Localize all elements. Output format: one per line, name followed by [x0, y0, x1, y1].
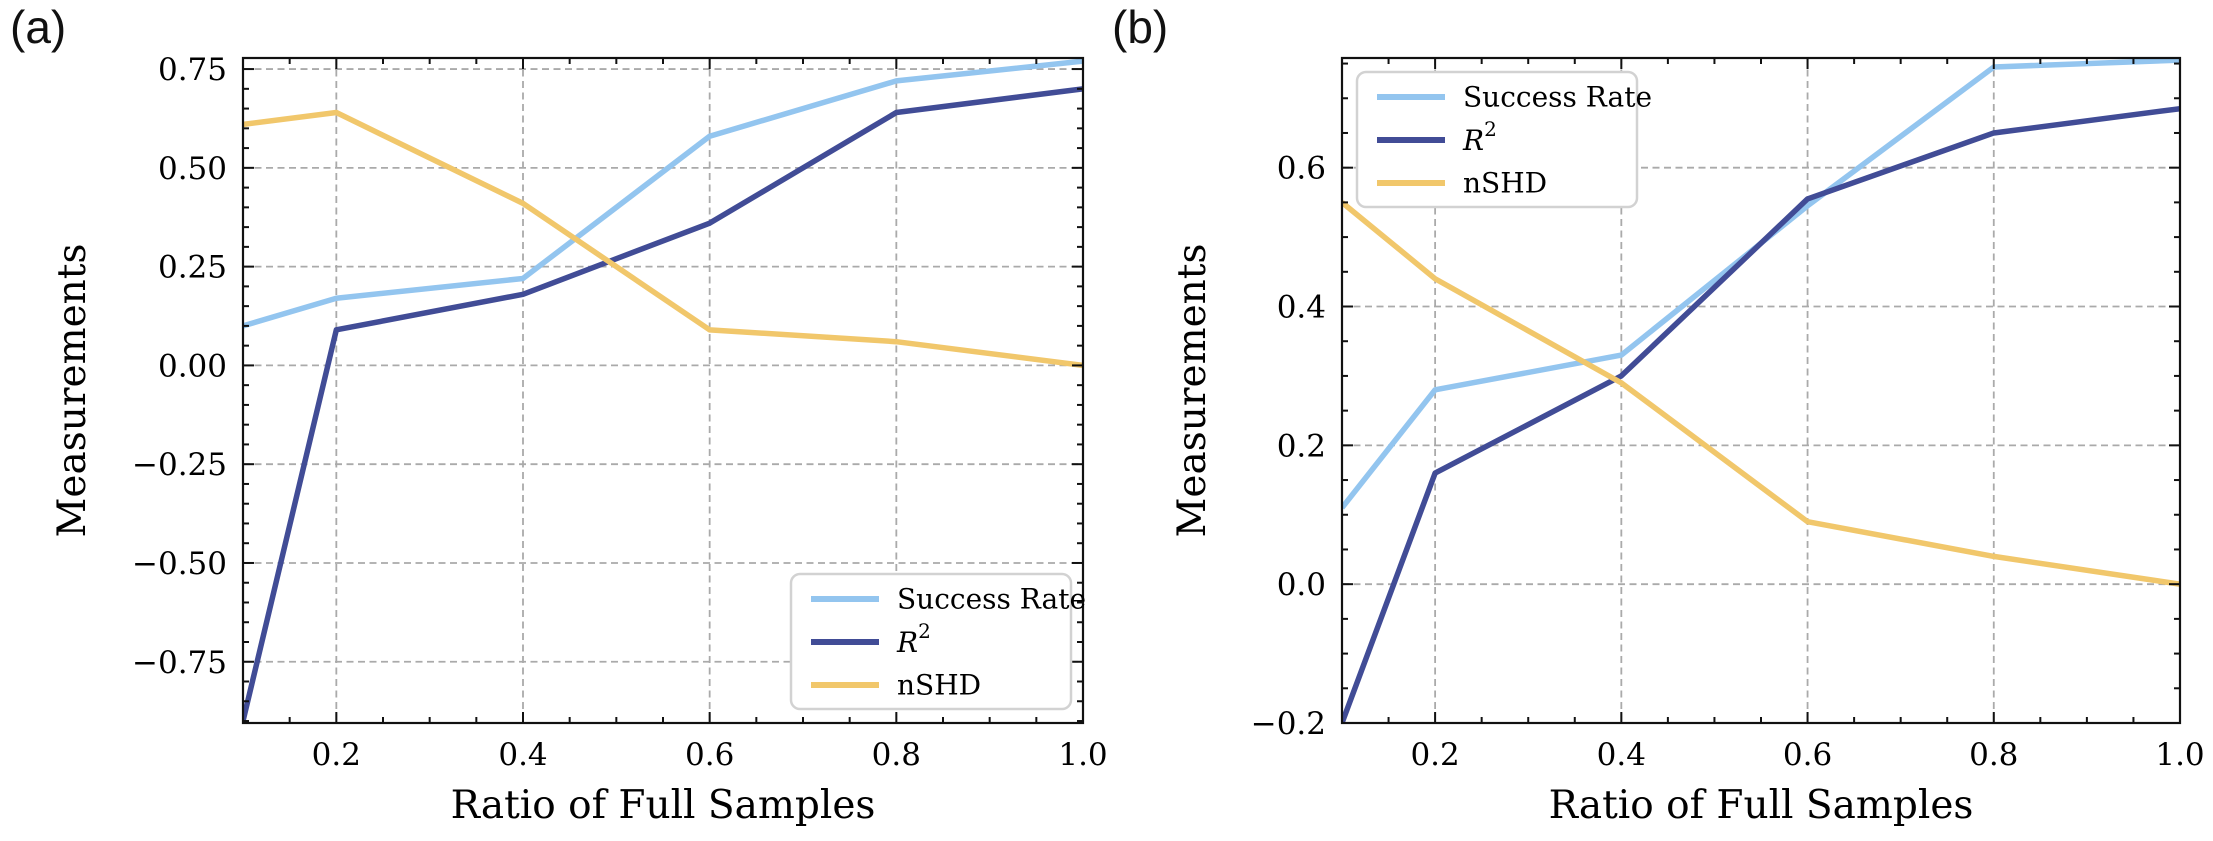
x-tick-label: 0.2 [1410, 737, 1459, 773]
y-tick-label: 0.25 [158, 250, 227, 286]
panel-label-b: (b) [1112, 1, 1169, 53]
y-tick-label: 0.0 [1277, 567, 1326, 603]
legend-label-nshd: nSHD [897, 669, 981, 702]
y-tick-label: 0.6 [1277, 151, 1326, 187]
legend-label-nshd: nSHD [1463, 167, 1547, 200]
x-axis-label: Ratio of Full Samples [1549, 783, 1974, 828]
y-tick-label: 0.75 [158, 52, 227, 88]
y-tick-label: −0.50 [132, 546, 227, 582]
y-tick-label: 0.00 [158, 348, 227, 384]
x-tick-label: 0.6 [685, 737, 734, 773]
x-tick-label: 0.8 [1969, 737, 2018, 773]
legend-label-r: R2 [896, 619, 931, 659]
legend-label-success-rate: Success Rate [1463, 81, 1652, 114]
series-line-success-rate [1342, 58, 2180, 510]
chart-panel-2: 0.2 0.4 0.6 0.8 1.0 −0.2 0.0 0.2 0.4 0.6 Ratio of … [1170, 56, 2205, 828]
x-axis-label: Ratio of Full Samples [451, 783, 876, 828]
y-tick-label: 0.4 [1277, 290, 1326, 326]
series-line-success-rate [243, 58, 1083, 329]
x-tick-label: 0.4 [1597, 737, 1646, 773]
chart-panel-1: 0.2 0.4 0.6 0.8 1.0 −0.75 −0.50 −0.25 0.00 0.25 0.… [50, 52, 1108, 828]
y-tick-label: −0.2 [1251, 706, 1326, 742]
x-tick-label: 0.2 [312, 737, 361, 773]
y-tick-label: −0.75 [132, 645, 227, 681]
y-axis-label: Measurements [1170, 244, 1215, 538]
x-tick-label: 0.8 [872, 737, 921, 773]
legend-label-success-rate: Success Rate [897, 583, 1086, 616]
legend-label-r: R2 [1462, 117, 1497, 157]
legend-box [1355, 70, 1639, 209]
series-line-r [243, 86, 1083, 722]
series-line-nshd [243, 109, 1083, 369]
x-tick-label: 0.6 [1783, 737, 1832, 773]
x-tick-label: 1.0 [1058, 737, 1107, 773]
panel-label-a: (a) [10, 1, 67, 53]
y-tick-label: 0.2 [1277, 428, 1326, 464]
y-tick-label: −0.25 [132, 447, 227, 483]
y-axis-label: Measurements [50, 244, 95, 538]
y-tick-label: 0.50 [158, 151, 227, 187]
x-tick-label: 0.4 [498, 737, 547, 773]
x-tick-label: 1.0 [2155, 737, 2204, 773]
series-line-nshd [1342, 200, 2180, 587]
series-line-r [1342, 105, 2180, 723]
legend-box [789, 572, 1073, 711]
